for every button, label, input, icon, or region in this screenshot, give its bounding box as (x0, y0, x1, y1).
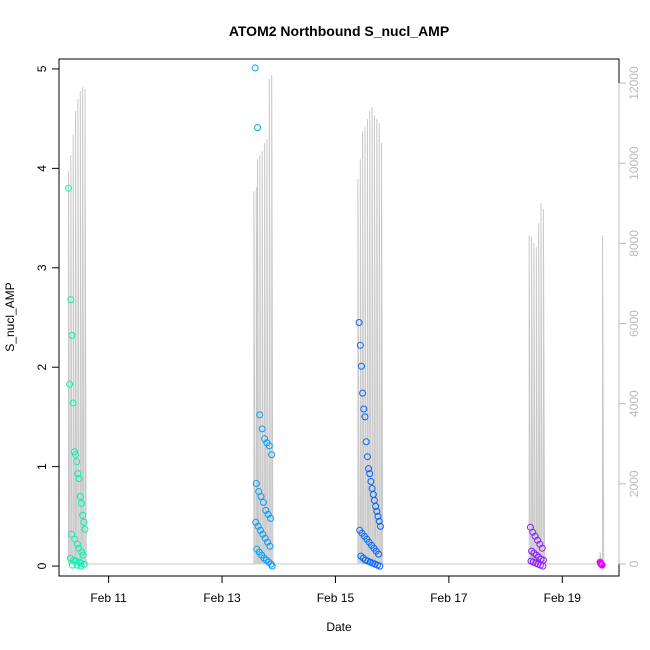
data-point (267, 514, 274, 522)
x-tick-label: Feb 13 (203, 591, 241, 605)
data-point (72, 557, 80, 565)
secondary-series-line (68, 74, 605, 565)
data-point (361, 413, 369, 421)
data-point (67, 296, 75, 304)
x-tick-label: Feb 19 (544, 591, 582, 605)
data-point (257, 493, 265, 500)
data-point (73, 458, 81, 466)
data-point (367, 478, 375, 485)
y-tick-label: 5 (35, 65, 49, 72)
data-point (534, 536, 541, 544)
data-point (376, 562, 384, 570)
data-point (356, 341, 364, 349)
data-point (357, 362, 365, 370)
y2-tick-label: 6000 (627, 310, 641, 337)
data-point (252, 480, 260, 487)
data-point (360, 405, 368, 413)
data-point (538, 544, 546, 552)
data-point (80, 518, 88, 526)
chart-title: ATOM2 Northbound S_nucl_AMP (229, 23, 449, 39)
data-point (528, 547, 536, 555)
data-point (68, 561, 76, 569)
data-point (77, 499, 85, 507)
data-point (266, 542, 274, 550)
y2-tick-label: 4000 (627, 390, 641, 417)
data-point (259, 498, 267, 506)
data-point (362, 438, 370, 446)
data-point (265, 442, 273, 450)
x-tick-label: Feb 11 (90, 591, 127, 605)
data-point (74, 540, 81, 548)
y2-tick-label: 12000 (627, 66, 641, 100)
data-point (359, 389, 367, 397)
y-axis: 0 1 2 3 4 5 (35, 65, 60, 569)
y-tick-label: 1 (35, 463, 49, 470)
data-point (261, 435, 269, 443)
points-layer (65, 64, 606, 570)
data-point (375, 517, 383, 525)
data-point (256, 411, 264, 419)
data-point (77, 559, 85, 567)
data-point (268, 562, 276, 570)
y-tick-label: 0 (35, 562, 49, 569)
data-point (598, 561, 606, 569)
data-point (539, 562, 547, 570)
y2-tick-label: 8000 (627, 230, 641, 257)
data-point (376, 522, 384, 530)
data-point (258, 425, 266, 433)
data-point (75, 475, 83, 483)
data-point (81, 525, 89, 533)
data-point (366, 470, 374, 478)
data-point (375, 550, 383, 558)
x-tick-label: Feb 15 (317, 591, 355, 605)
x-tick-label: Feb 17 (430, 591, 468, 605)
x-axis: Feb 11 Feb 13 Feb 15 Feb 17 Feb 19 (90, 575, 582, 605)
data-point (254, 522, 262, 530)
data-point (74, 470, 82, 478)
y-tick-label: 3 (35, 264, 49, 271)
data-point (355, 319, 363, 326)
data-point (261, 534, 269, 542)
data-point (374, 512, 382, 520)
data-point (73, 561, 81, 569)
data-point (79, 551, 87, 559)
y-tick-label: 4 (35, 165, 49, 172)
y2-tick-label: 0 (627, 560, 641, 567)
data-point (363, 453, 371, 461)
data-point (66, 380, 74, 388)
data-point (357, 552, 365, 560)
data-point (68, 530, 76, 538)
data-point (69, 399, 77, 407)
data-point (365, 465, 372, 473)
data-point (529, 528, 537, 536)
data-point (68, 331, 76, 339)
data-point (72, 451, 79, 459)
data-point (70, 448, 78, 456)
data-point (254, 124, 261, 132)
y2-tick-label: 2000 (627, 470, 641, 497)
secondary-line-layer (68, 74, 605, 565)
y-tick-label: 2 (35, 364, 49, 371)
data-point (262, 506, 270, 514)
data-point (76, 493, 84, 500)
data-point (268, 451, 276, 459)
data-point (77, 562, 85, 570)
x-axis-label: Date (326, 620, 352, 634)
data-point (373, 507, 381, 515)
y2-tick-label: 10000 (627, 146, 641, 180)
data-point (65, 184, 72, 192)
data-point (260, 554, 268, 562)
data-point (251, 64, 259, 72)
data-point (372, 502, 380, 510)
secondary-y-axis: 0 2000 4000 6000 8000 10000 12000 (618, 66, 641, 567)
y-axis-label: S_nucl_AMP (3, 282, 17, 351)
data-point (79, 511, 87, 519)
